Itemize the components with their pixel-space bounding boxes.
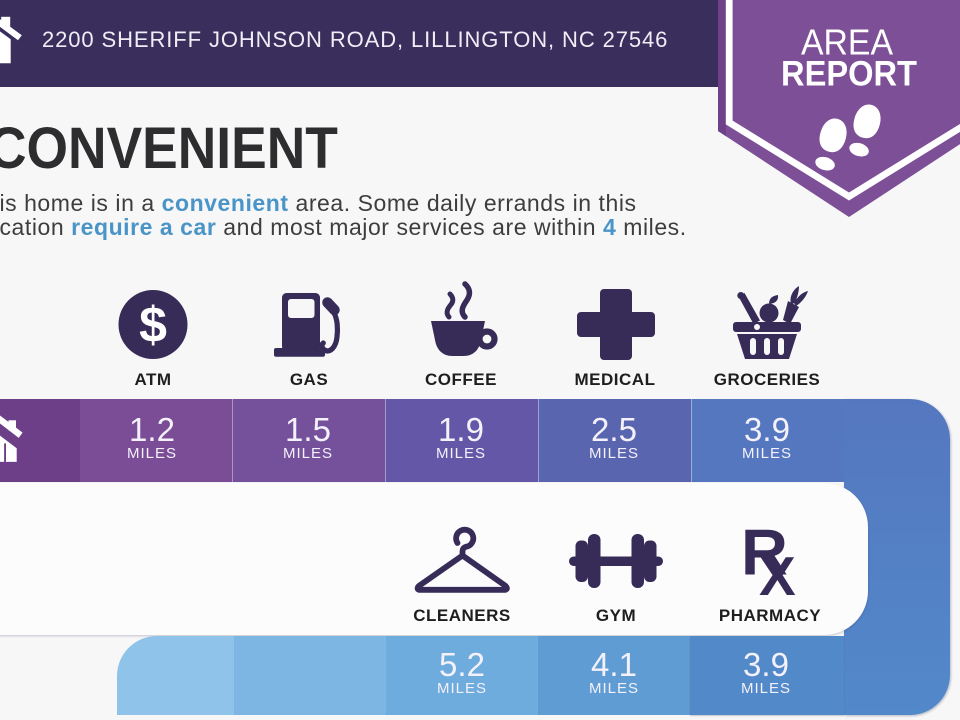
svg-text:AREA: AREA [801,22,893,63]
svg-text:X: X [759,545,796,607]
svg-text:R: R [741,516,788,589]
svg-text:REPORT: REPORT [781,55,917,94]
svg-text:$: $ [139,297,167,353]
